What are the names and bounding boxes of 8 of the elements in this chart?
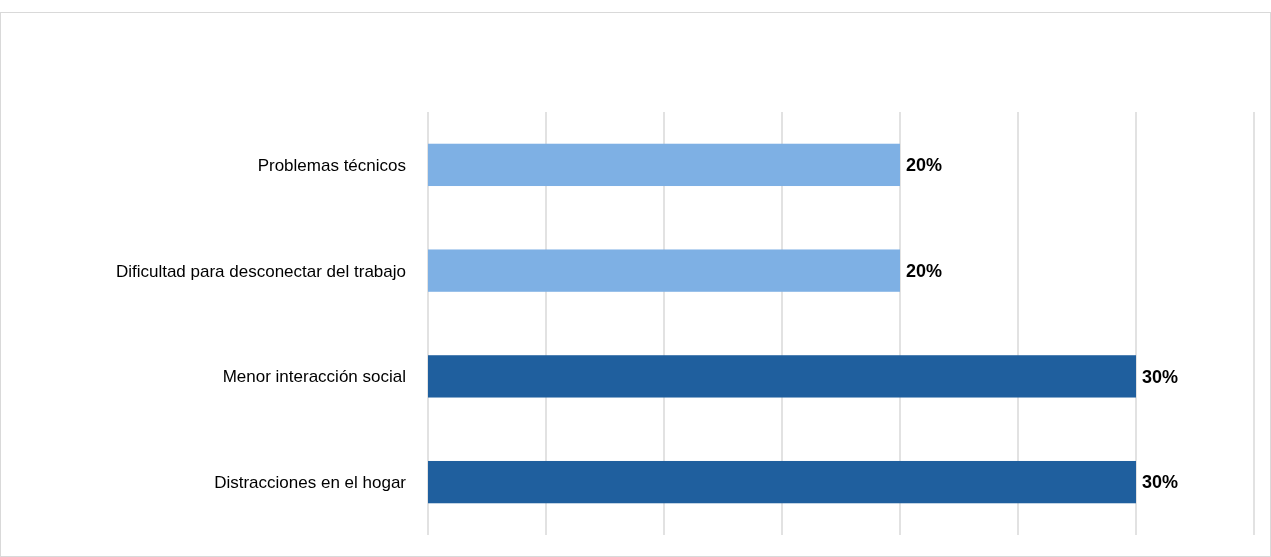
data-label: 30% [1142,472,1179,493]
y-tick-label: Menor interacción social [222,367,406,387]
y-tick-label: Problemas técnicos [257,155,406,175]
data-label: 20% [906,155,943,176]
data-label: 30% [1142,366,1179,387]
y-tick-label: Distracciones en el hogar [214,473,407,493]
data-label: 20% [906,260,943,281]
y-tick-label: Dificultad para desconectar del trabajo [115,261,406,281]
